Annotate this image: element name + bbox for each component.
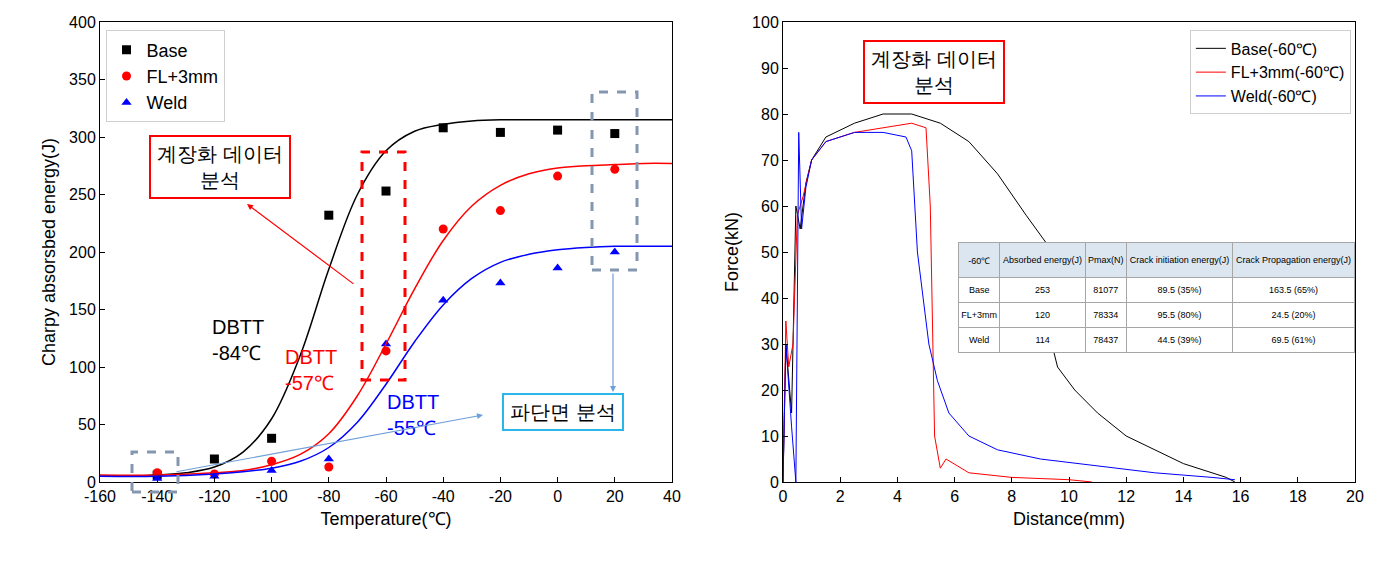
svg-text:14: 14 (1175, 488, 1193, 505)
svg-text:100: 100 (69, 359, 96, 376)
svg-text:Base: Base (147, 41, 188, 61)
svg-text:0: 0 (770, 474, 779, 491)
svg-text:0: 0 (553, 488, 562, 505)
svg-text:계장화 데이터분석: 계장화 데이터분석 (157, 143, 283, 191)
svg-text:FL+3mm(-60℃): FL+3mm(-60℃) (1231, 64, 1344, 81)
svg-text:Base(-60℃): Base(-60℃) (1231, 41, 1317, 58)
html-text:120: 120 (1035, 310, 1051, 320)
html-text:89.5 (35%): 89.5 (35%) (1157, 285, 1202, 295)
html-text:78437: 78437 (1093, 335, 1119, 345)
svg-text:-120: -120 (198, 488, 230, 505)
svg-text:20: 20 (606, 488, 624, 505)
svg-text:20: 20 (761, 382, 779, 399)
svg-text:40: 40 (663, 488, 681, 505)
svg-text:-80: -80 (317, 488, 340, 505)
svg-text:-20: -20 (489, 488, 512, 505)
svg-text:10: 10 (761, 428, 779, 445)
html-text:253: 253 (1035, 285, 1051, 295)
svg-text:6: 6 (950, 488, 959, 505)
svg-text:50: 50 (78, 416, 96, 433)
html-text:81077: 81077 (1093, 285, 1119, 295)
svg-text:80: 80 (761, 106, 779, 123)
html-text:Pmax(N): Pmax(N) (1088, 255, 1124, 265)
html-text:163.5 (65%): 163.5 (65%) (1269, 285, 1318, 295)
svg-text:4: 4 (893, 488, 902, 505)
html-text:Crack Propagation energy(J): Crack Propagation energy(J) (1236, 255, 1351, 265)
svg-text:100: 100 (752, 14, 779, 31)
svg-text:8: 8 (1007, 488, 1016, 505)
html-text:-60℃: -60℃ (968, 255, 991, 266)
svg-text:40: 40 (761, 290, 779, 307)
html-text:Base: Base (968, 285, 990, 295)
svg-text:16: 16 (1232, 488, 1250, 505)
html-text:78334: 78334 (1093, 310, 1119, 320)
svg-text:Weld: Weld (147, 93, 188, 113)
html-text:24.5 (20%): 24.5 (20%) (1271, 310, 1316, 320)
svg-text:파단면 분석: 파단면 분석 (510, 401, 616, 423)
svg-text:0: 0 (779, 488, 788, 505)
svg-text:2: 2 (836, 488, 845, 505)
html-text:Crack initiation energy(J): Crack initiation energy(J) (1129, 255, 1230, 265)
svg-text:계장화 데이터분석: 계장화 데이터분석 (871, 48, 997, 96)
svg-text:-40: -40 (432, 488, 455, 505)
svg-text:20: 20 (1346, 488, 1364, 505)
svg-text:70: 70 (761, 152, 779, 169)
svg-text:60: 60 (761, 198, 779, 215)
html-text:Absorbed energy(J): Absorbed energy(J) (1003, 255, 1083, 265)
svg-text:Distance(mm): Distance(mm) (1013, 509, 1125, 529)
html-text:114: 114 (1035, 335, 1050, 345)
svg-text:-140: -140 (141, 488, 173, 505)
svg-text:Weld(-60℃): Weld(-60℃) (1231, 88, 1317, 105)
svg-text:200: 200 (69, 244, 96, 261)
svg-text:150: 150 (69, 301, 96, 318)
svg-text:0: 0 (87, 474, 96, 491)
svg-text:50: 50 (761, 244, 779, 261)
svg-text:DBTT-84℃: DBTT-84℃ (212, 316, 264, 364)
svg-text:DBTT-57℃: DBTT-57℃ (285, 346, 337, 394)
html-text:44.5 (39%): 44.5 (39%) (1157, 335, 1202, 345)
svg-text:30: 30 (761, 336, 779, 353)
svg-text:300: 300 (69, 129, 96, 146)
svg-text:Force(kN): Force(kN) (722, 212, 742, 292)
html-text:Weld: Weld (969, 335, 990, 345)
svg-text:18: 18 (1289, 488, 1307, 505)
html-text:FL+3mm: FL+3mm (961, 310, 998, 320)
svg-text:-100: -100 (256, 488, 288, 505)
svg-text:FL+3mm: FL+3mm (147, 67, 219, 87)
html-text:95.5 (80%): 95.5 (80%) (1157, 310, 1202, 320)
svg-text:-160: -160 (84, 488, 116, 505)
svg-text:-60: -60 (374, 488, 397, 505)
svg-text:12: 12 (1117, 488, 1135, 505)
svg-text:Charpy absorsbed energy(J): Charpy absorsbed energy(J) (39, 138, 59, 366)
svg-text:DBTT-55℃: DBTT-55℃ (387, 391, 439, 439)
html-text:69.5 (61%): 69.5 (61%) (1271, 335, 1316, 345)
svg-text:10: 10 (1060, 488, 1078, 505)
svg-text:90: 90 (761, 60, 779, 77)
svg-text:350: 350 (69, 71, 96, 88)
svg-text:Temperature(℃): Temperature(℃) (320, 509, 451, 529)
svg-text:250: 250 (69, 186, 96, 203)
svg-text:400: 400 (69, 14, 96, 31)
